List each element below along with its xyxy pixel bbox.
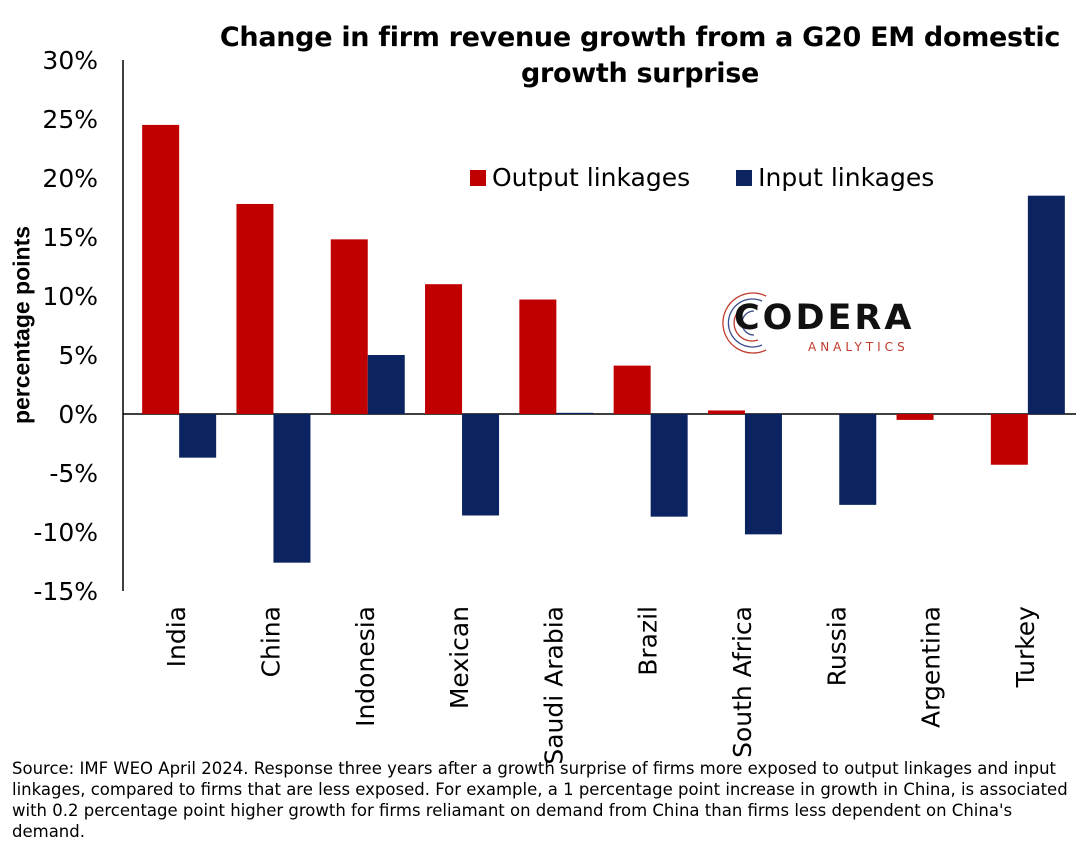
y-tick-label: -15%: [33, 577, 98, 606]
y-tick-label: 10%: [42, 282, 98, 311]
y-tick-label: 0%: [58, 400, 98, 429]
codera-logo-mark-icon: [722, 292, 767, 354]
x-category-label: India: [162, 606, 191, 667]
y-tick-label: 30%: [42, 46, 98, 75]
bar-input-brazil: [650, 414, 688, 517]
x-category-label: Brazil: [634, 606, 663, 676]
bar-output-saudi-arabia: [519, 299, 557, 414]
legend-label-input: Input linkages: [758, 163, 935, 192]
x-category-label: South Africa: [728, 606, 757, 758]
bar-input-india: [179, 414, 217, 458]
bar-input-indonesia: [367, 355, 405, 414]
legend-label-output: Output linkages: [492, 163, 691, 192]
legend-item-output: Output linkages: [470, 163, 690, 192]
codera-logo: CODERA ANALYTICS: [716, 288, 916, 358]
bar-output-argentina: [896, 414, 934, 420]
bar-input-turkey: [1027, 195, 1065, 414]
bar-output-brazil: [613, 365, 651, 414]
x-category-label: Argentina: [917, 606, 946, 728]
y-tick-label: -5%: [49, 459, 98, 488]
x-category-label: Mexican: [445, 606, 474, 709]
y-tick-label: -10%: [33, 518, 98, 547]
bar-output-indonesia: [330, 239, 368, 414]
y-ticks: 30% 25% 20% 15% 10% 5% 0% -5% -10% -15%: [33, 46, 98, 606]
bar-input-china: [273, 414, 311, 563]
x-category-label: Saudi Arabia: [539, 606, 568, 765]
bar-output-india: [142, 124, 180, 415]
bar-input-south-africa: [744, 414, 782, 535]
x-category-label: China: [256, 606, 285, 677]
bar-output-mexican: [425, 284, 463, 414]
y-tick-label: 25%: [42, 105, 98, 134]
bar-output-turkey: [990, 414, 1028, 465]
legend-swatch-input: [736, 169, 753, 186]
y-tick-label: 15%: [42, 223, 98, 252]
x-category-label: Indonesia: [351, 606, 380, 727]
bars: [142, 124, 1065, 563]
x-category-label: Russia: [822, 606, 851, 686]
bar-input-saudi-arabia: [556, 412, 594, 414]
legend-swatch-output: [470, 169, 486, 186]
y-axis-label: percentage points: [8, 225, 35, 425]
source-note: Source: IMF WEO April 2024. Response thr…: [12, 759, 1068, 841]
y-tick-label: 5%: [58, 341, 98, 370]
bar-input-russia: [839, 414, 877, 505]
x-category-labels: India China Indonesia Mexican Saudi Arabia Br…: [162, 606, 1040, 765]
legend: Output linkages Input linkages: [470, 163, 980, 192]
logo-sub: ANALYTICS: [808, 340, 909, 354]
bar-output-china: [236, 203, 274, 414]
x-category-label: Turkey: [1011, 606, 1040, 689]
y-tick-label: 20%: [42, 164, 98, 193]
bar-output-south-africa: [707, 410, 745, 414]
bar-input-mexican: [462, 414, 500, 516]
legend-item-input: Input linkages: [736, 163, 934, 192]
chart-title: Change in firm revenue growth from a G20…: [219, 22, 1061, 89]
logo-word: CODERA: [734, 298, 915, 338]
